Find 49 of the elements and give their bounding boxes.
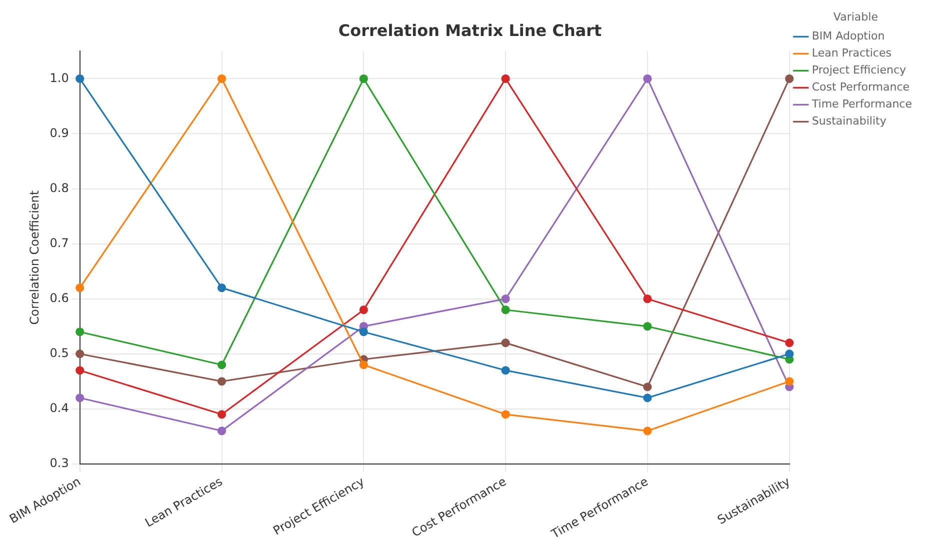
point: [501, 410, 510, 419]
point: [643, 426, 652, 436]
point: [785, 350, 794, 358]
y-axis-title: Correlation Coefficient: [28, 190, 42, 325]
y-tick-label: 0.8: [50, 180, 69, 195]
point: [217, 284, 226, 292]
y-tick-label: 0.4: [50, 401, 69, 416]
point: [76, 284, 84, 292]
legend-label: Cost Performance: [812, 80, 910, 94]
point: [785, 377, 794, 386]
y-tick-label: 0.3: [50, 456, 69, 470]
y-tick-label: 0.5: [50, 346, 69, 360]
y-tick-label: 1.0: [50, 70, 69, 85]
point: [217, 426, 226, 436]
legend-label: Sustainability: [812, 114, 887, 128]
legend-label: Time Performance: [810, 98, 912, 111]
point: [643, 382, 652, 392]
point: [76, 74, 84, 84]
point: [643, 74, 652, 84]
point: [217, 410, 226, 419]
point: [785, 338, 794, 348]
point: [643, 394, 652, 402]
point: [76, 394, 84, 402]
legend-label: Project Efficiency: [812, 64, 906, 77]
point: [501, 74, 510, 84]
point: [643, 294, 652, 304]
point: [76, 328, 84, 336]
chart-title: Correlation Matrix Line Chart: [338, 20, 602, 40]
legend-label: Lean Practices: [812, 46, 892, 60]
point: [359, 360, 368, 370]
legend-title: Variable: [833, 10, 878, 24]
point: [217, 74, 226, 84]
y-tick-label: 0.9: [50, 126, 69, 140]
point: [501, 366, 510, 375]
y-tick-label: 0.7: [50, 236, 69, 250]
point: [359, 328, 368, 336]
point: [501, 306, 510, 314]
point: [76, 366, 84, 375]
point: [359, 306, 368, 314]
point: [359, 74, 368, 84]
point: [643, 322, 652, 331]
point: [785, 74, 794, 84]
point: [76, 350, 84, 358]
point: [217, 360, 226, 370]
point: [217, 377, 226, 386]
y-tick-label: 0.6: [50, 290, 69, 305]
point: [501, 338, 510, 348]
legend-label: BIM Adoption: [812, 30, 885, 43]
point: [501, 294, 510, 304]
